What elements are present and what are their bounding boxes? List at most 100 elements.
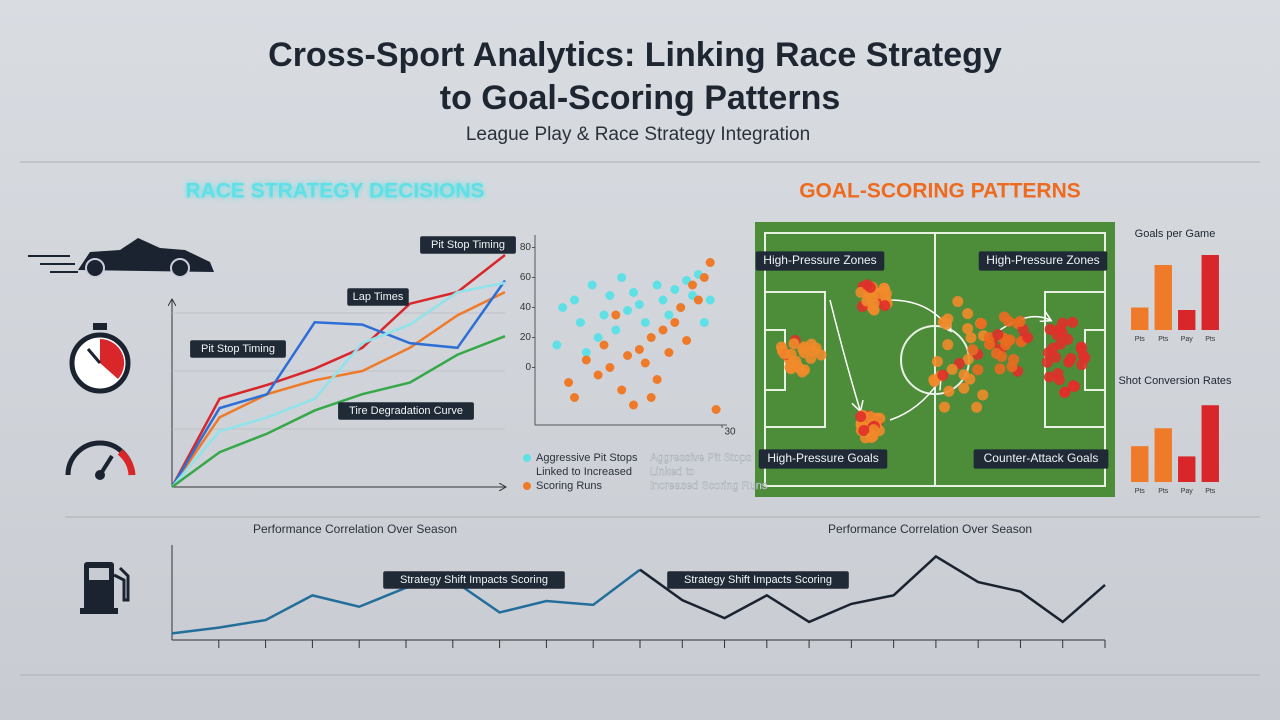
heat-dot (938, 401, 950, 413)
scatter-point (670, 318, 680, 327)
scatter-point (705, 295, 715, 305)
x-tick-label: Pay (1181, 488, 1194, 495)
race-car-icon (28, 238, 214, 278)
annotation: High-Pressure Zones (763, 253, 876, 267)
heat-dot (1022, 332, 1034, 344)
scatter-point (652, 375, 662, 384)
scatter-point (629, 288, 638, 297)
heat-dot (965, 332, 977, 344)
scatter-point (587, 280, 597, 290)
heat-dot (942, 339, 954, 351)
scatter-point (646, 333, 656, 342)
heat-dot (943, 385, 955, 397)
heat-dot (794, 363, 806, 375)
scatter-point (688, 280, 697, 290)
heat-dot (992, 329, 1004, 341)
heat-dot (1041, 356, 1053, 368)
heat-dot (983, 339, 995, 351)
scatter-point (552, 340, 562, 350)
heat-dot (975, 318, 987, 330)
heat-dot (1063, 356, 1075, 368)
heat-dot (788, 338, 800, 350)
scatter-point (711, 405, 721, 414)
series-line (170, 279, 507, 488)
annotation: Tire Degradation Curve (349, 405, 463, 417)
heat-dot (931, 355, 943, 367)
annotation-box (755, 251, 885, 271)
heat-map (775, 279, 1091, 444)
scatter-point (605, 291, 615, 300)
series-line (639, 554, 1106, 624)
heat-dot (1008, 354, 1020, 366)
x-tick-label: Pts (1135, 336, 1146, 343)
scatter-point (640, 358, 650, 368)
scatter-point (699, 273, 709, 282)
title: Cross-Sport Analytics: Linking Race Stra… (268, 36, 1002, 74)
scatter-point (670, 285, 680, 294)
scatter-point (682, 336, 692, 345)
x-tick-label: Pts (1158, 488, 1169, 495)
heat-dot (967, 344, 979, 356)
annotation-box (667, 571, 849, 589)
bar (1154, 265, 1172, 330)
scatter-point (699, 318, 709, 327)
scatter-point (705, 258, 715, 267)
heat-dot (874, 412, 886, 424)
heat-dot (1079, 352, 1091, 364)
heat-dot (971, 401, 983, 413)
scatter-point (611, 325, 621, 335)
scatter-point (575, 318, 585, 327)
y-tick-label: 80 (520, 242, 532, 253)
series-line (170, 254, 506, 488)
chart-title: Performance Correlation Over Season (253, 522, 457, 536)
scatter-point (564, 378, 574, 387)
chart-title: Shot Conversion Rates (1118, 375, 1232, 387)
heat-dot (1043, 371, 1055, 383)
scatter-point (593, 370, 603, 380)
heat-dot (1059, 387, 1071, 399)
gauge-icon (65, 440, 136, 480)
y-tick-label: 40 (520, 302, 532, 313)
heat-dot (1014, 315, 1026, 327)
bar (1154, 428, 1172, 482)
annotation: Pit Stop Timing (431, 239, 505, 251)
heat-dot (962, 353, 974, 365)
heat-dot (962, 308, 974, 320)
legend-label: Aggressive Pit Stops Linked to Increased (536, 452, 638, 478)
heat-dot (998, 311, 1010, 323)
scatter-point (599, 340, 609, 350)
bar (1201, 405, 1219, 482)
scatter-point (646, 393, 656, 402)
heat-dot (996, 351, 1008, 363)
annotation: Pit Stop Timing (201, 343, 275, 355)
bar (1178, 310, 1196, 330)
heat-dot (879, 300, 891, 312)
scatter-point (558, 303, 568, 312)
heat-dot (928, 374, 940, 386)
heat-dot (855, 286, 867, 298)
scatter-point (658, 295, 668, 305)
scatter-point (605, 363, 615, 372)
heat-dot (958, 382, 970, 394)
y-tick-label: 60 (520, 272, 532, 283)
section-title: RACE STRATEGY DECISIONS (185, 180, 484, 203)
scatter-point (570, 393, 579, 402)
scatter-point (617, 273, 627, 282)
heat-dot (1067, 316, 1079, 328)
scatter-point (623, 306, 633, 315)
annotation-box (383, 571, 565, 589)
bar (1131, 307, 1149, 330)
x-tick-label: Pts (1135, 488, 1146, 495)
bar (1131, 446, 1149, 482)
scatter-point (623, 351, 633, 360)
heat-dot (1054, 338, 1066, 350)
heat-dot (867, 303, 879, 315)
heat-dot (977, 389, 989, 401)
chart-title: Goals per Game (1135, 228, 1216, 240)
scatter-point (611, 310, 621, 320)
annotation-box (338, 402, 474, 420)
heat-dot (994, 363, 1006, 375)
heat-dot (937, 369, 949, 381)
legend-marker (523, 482, 531, 490)
section-title: GOAL-SCORING PATTERNS (799, 180, 1081, 203)
